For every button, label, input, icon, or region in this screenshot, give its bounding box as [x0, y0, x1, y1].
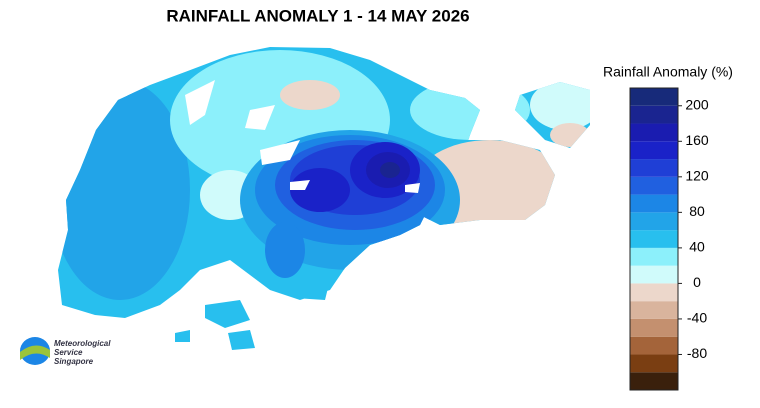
colorbar-tick-label: 120 — [685, 168, 709, 184]
colorbar-tick-label: 0 — [693, 274, 701, 290]
colorbar-segment — [630, 105, 678, 124]
colorbar-tick-label: 40 — [689, 239, 705, 255]
map-title: RAINFALL ANOMALY 1 - 14 MAY 2026 — [166, 6, 469, 25]
colorbar-segment — [630, 265, 678, 284]
colorbar-segment — [630, 247, 678, 266]
colorbar-segment — [630, 141, 678, 160]
logo: Meteorological Service Singapore — [20, 337, 111, 366]
colorbar-segment — [630, 372, 678, 390]
logo-text: Service — [54, 348, 83, 357]
colorbar-segment — [630, 123, 678, 142]
colorbar-tick-label: 200 — [685, 96, 709, 112]
colorbar-segment — [630, 283, 678, 302]
colorbar-segment — [630, 354, 678, 373]
colorbar-tick-label: 160 — [685, 132, 709, 148]
colorbar-segment — [630, 194, 678, 213]
colorbar-segment — [630, 318, 678, 337]
reservoirs — [185, 80, 420, 193]
colorbar-segment — [630, 230, 678, 248]
logo-text: Meteorological — [54, 339, 111, 348]
colorbar-tick-label: 80 — [689, 203, 705, 219]
logo-text: Singapore — [54, 357, 94, 366]
colorbar-tick-label: -80 — [687, 345, 707, 361]
colorbar-segment — [630, 88, 678, 106]
colorbar-segment — [630, 159, 678, 177]
colorbar-label: Rainfall Anomaly (%) — [603, 64, 733, 80]
colorbar: -80 -40 0 40 80 120 160 200 — [629, 87, 709, 391]
colorbar-segment — [630, 301, 678, 319]
colorbar-frame — [629, 87, 679, 391]
colorbar-segment — [630, 176, 678, 195]
colorbar-segment — [630, 336, 678, 355]
colorbar-tick-label: -40 — [687, 310, 707, 326]
colorbar-segment — [630, 212, 678, 231]
anomaly-field — [58, 47, 590, 350]
